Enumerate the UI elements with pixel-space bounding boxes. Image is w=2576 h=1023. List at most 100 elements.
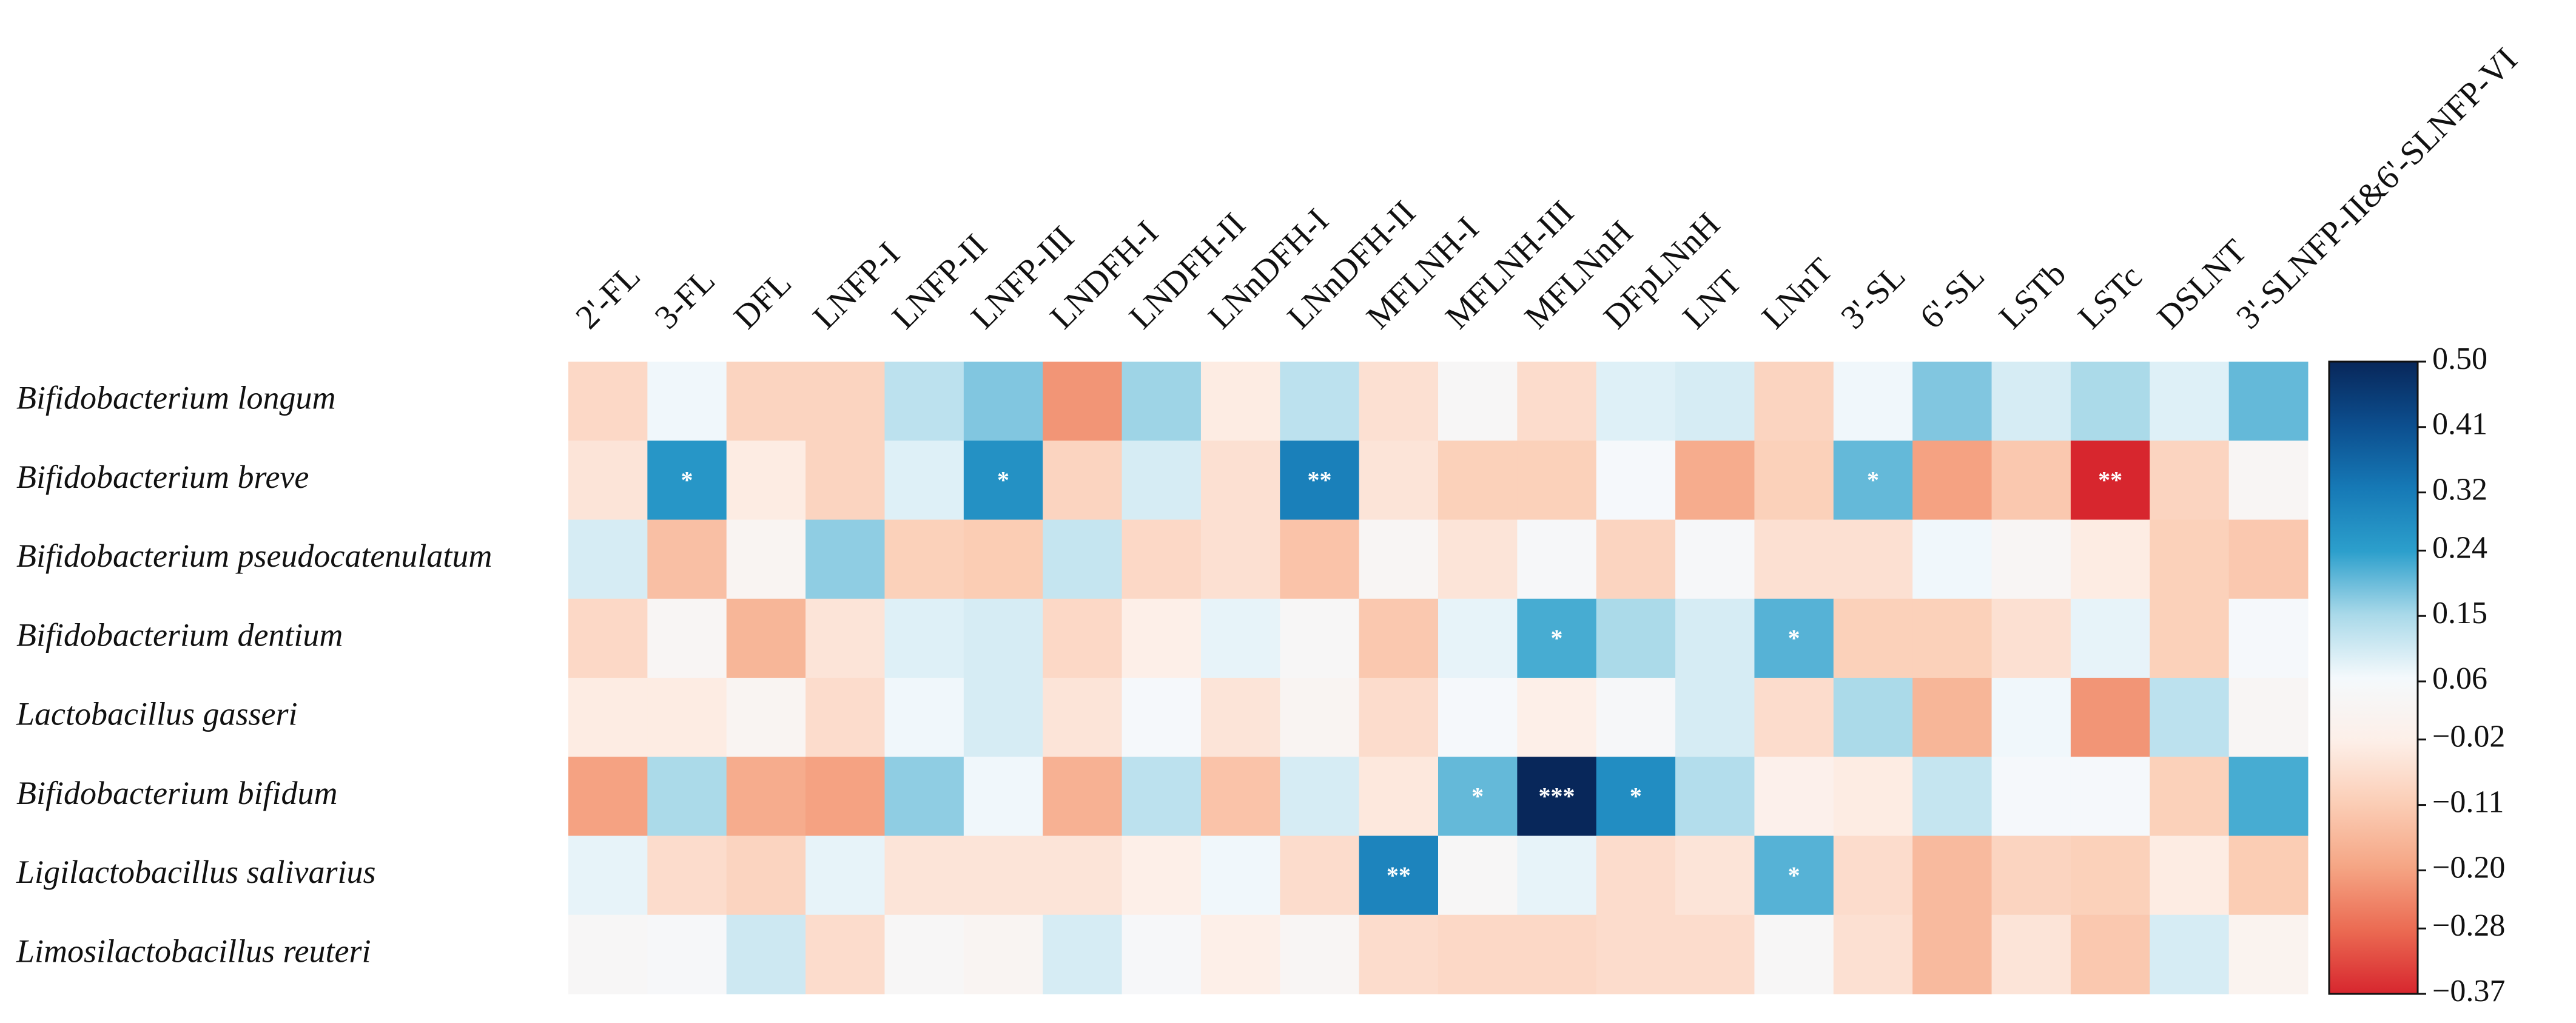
heatmap-cell [2150,441,2230,520]
column-label: 6'-SL [1913,257,1992,336]
heatmap-cell [963,757,1043,836]
heatmap-cell [1675,914,1755,994]
heatmap-cell [805,836,885,916]
heatmap-cell [1754,598,1834,678]
heatmap-cell [1675,836,1755,916]
heatmap-cell [2070,441,2150,520]
heatmap-cell [2070,836,2150,916]
heatmap-cell [2070,598,2150,678]
column-label: 3'-SLNFP-II&6'-SLNFP-VI [2229,41,2524,336]
heatmap-cell [2070,519,2150,599]
heatmap-cell [1200,598,1280,678]
heatmap-cell [1596,914,1676,994]
heatmap-cell [1359,678,1439,757]
colorbar-tick-label: −0.02 [2432,720,2505,754]
heatmap-cell [726,441,806,520]
heatmap-cell [1438,441,1518,520]
heatmap-cell [1517,836,1597,916]
heatmap-cell [884,598,964,678]
heatmap-cell [647,757,727,836]
heatmap-cell [726,519,806,599]
heatmap-cell [2228,362,2309,441]
heatmap-cell [1912,598,1993,678]
significance-label: *** [1539,783,1575,810]
heatmap-cell [1991,598,2071,678]
heatmap-cell [1517,678,1597,757]
significance-label: * [1867,467,1879,494]
heatmap-cell [1200,836,1280,916]
column-label: DSLNT [2150,232,2254,336]
heatmap-cell [2228,914,2309,994]
heatmap-cell [1991,678,2071,757]
row-label: Bifidobacterium dentium [16,616,343,653]
heatmap-cell [1043,519,1123,599]
heatmap-cell [1359,519,1439,599]
column-label: LNFP-I [806,235,907,336]
row-label: Ligilactobacillus salivarius [16,854,376,890]
heatmap-cell [2228,836,2309,916]
heatmap-cell [1359,757,1439,836]
row-label: Bifidobacterium pseudocatenulatum [16,538,492,574]
heatmap-cell [1280,836,1360,916]
heatmap-cell [1200,678,1280,757]
heatmap-cell [647,914,727,994]
heatmap-cell [2228,678,2309,757]
heatmap-cell [1833,757,1913,836]
heatmap-cell [805,678,885,757]
heatmap-cell [2070,678,2150,757]
heatmap-cell [1280,441,1360,520]
heatmap-cell [1675,519,1755,599]
heatmap-cell [568,678,648,757]
heatmap-cell [726,914,806,994]
heatmap-cell [1043,362,1123,441]
heatmap-cell [1596,362,1676,441]
heatmap-cell [1675,441,1755,520]
heatmap-cell [1438,598,1518,678]
column-label: LNT [1676,263,1749,336]
heatmap-cell [1359,362,1439,441]
heatmap-cell [1912,519,1993,599]
heatmap-cell [1991,441,2071,520]
heatmap-cell [568,519,648,599]
heatmap-cell [1043,914,1123,994]
significance-label: * [1551,624,1563,652]
significance-label: * [1630,783,1642,810]
heatmap-cell [1596,836,1676,916]
heatmap-cell [1833,678,1913,757]
heatmap-cell [1833,598,1913,678]
significance-label: * [1788,862,1800,889]
column-label: 2'-FL [569,257,648,336]
heatmap-cell [1517,598,1597,678]
heatmap-cell [884,836,964,916]
heatmap-cell [1438,836,1518,916]
heatmap-cell [2150,836,2230,916]
heatmap-cell [726,362,806,441]
heatmap-cell [1991,362,2071,441]
heatmap-cell [1991,914,2071,994]
colorbar-tick-label: 0.06 [2432,661,2487,696]
heatmap-cell [1280,914,1360,994]
heatmap-cell [2150,678,2230,757]
heatmap-cell [884,914,964,994]
heatmap-cell [2228,598,2309,678]
colorbar-tick-label: 0.50 [2432,342,2487,376]
heatmap-cell [2150,362,2230,441]
significance-label: * [997,467,1009,494]
heatmap-cell [1754,836,1834,916]
heatmap-cell [1912,757,1993,836]
heatmap-cell [1754,914,1834,994]
heatmap-cell [1359,914,1439,994]
heatmap-cell [1359,441,1439,520]
heatmap-cell [1833,441,1913,520]
heatmap-cell [884,362,964,441]
heatmap-cell [1517,441,1597,520]
heatmap-cell [1438,678,1518,757]
heatmap-cell [1280,757,1360,836]
heatmap-cell [647,598,727,678]
heatmap-cell [963,519,1043,599]
heatmap-cell [1043,441,1123,520]
heatmap-cell [1833,519,1913,599]
heatmap-cell [963,836,1043,916]
heatmap-cell [2150,598,2230,678]
